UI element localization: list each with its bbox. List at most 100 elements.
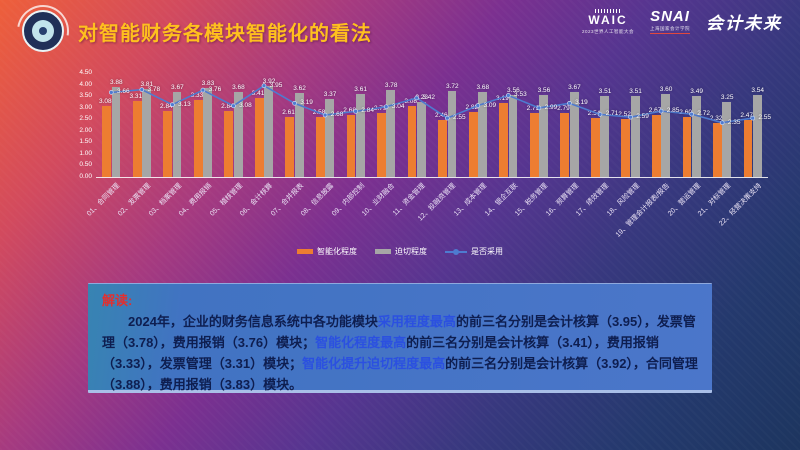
waic-logo: WAIC 2023世界人工智能大会: [581, 8, 634, 34]
bar-迫切程度: [172, 92, 182, 177]
line-marker: [261, 83, 267, 89]
bar-value-label: 3.37: [323, 91, 337, 99]
y-axis-tick: 1.50: [79, 138, 92, 146]
bar-迫切程度: [386, 89, 396, 177]
line-value-label: 3.04: [391, 102, 405, 110]
bar-迫切程度: [203, 88, 212, 177]
interpretation-segment: 的前三名分别是会计核算（3.41），费用报销（3.33），发票管理（3.31）模…: [102, 335, 659, 371]
bar-value-label: 3.67: [568, 84, 581, 92]
waic-bars-icon: [594, 8, 621, 13]
adoption-line: [108, 83, 756, 125]
y-axis-tick: 2.50: [79, 115, 92, 123]
line-marker: [536, 105, 542, 111]
bar-迫切程度: [111, 87, 121, 177]
bar-智能化程度: [743, 119, 753, 177]
bar-value-label: 3.78: [384, 81, 398, 89]
logo-strip: WAIC 2023世界人工智能大会 SNAI 上海国家会计学院 会计未来: [581, 8, 782, 35]
interpretation-segment: 的前三名分别是会计核算（3.95），发票管理（3.78），费用报销（3.76）模…: [102, 314, 696, 350]
interpretation-text: 2024年，企业的财务信息系统中各功能模块采用程度最高的前三名分别是会计核算（3…: [102, 311, 698, 395]
bar-value-label: 3.72: [445, 83, 459, 91]
interpretation-segment: 的前三名分别是会计核算（3.92），合同管理（3.88），费用报销（3.83）模…: [102, 356, 698, 392]
line-value-label: 3.19: [575, 99, 588, 107]
interpretation-label: 解读:: [102, 293, 133, 308]
bar-value-label: 3.56: [507, 86, 520, 94]
interpretation-segment: 智能化提升迫切程度最高: [302, 356, 446, 371]
bar-迫切程度: [661, 93, 671, 177]
line-value-label: 2.55: [758, 114, 772, 122]
bar-迫切程度: [447, 91, 457, 177]
bar-value-label: 2.68: [343, 107, 356, 115]
line-marker: [353, 109, 358, 114]
legend-swatch-icon: [297, 249, 313, 254]
accounting-future-wordmark: 会计未来: [706, 13, 782, 34]
line-value-label: 3.95: [269, 81, 283, 89]
bar-智能化程度: [590, 118, 600, 177]
bar-value-label: 3.25: [720, 93, 734, 101]
bar-迫切程度: [600, 95, 610, 177]
bar-value-label: 3.54: [751, 87, 765, 95]
bar-迫切程度: [355, 93, 365, 177]
bar-value-label: 3.62: [293, 85, 306, 93]
line-marker: [292, 100, 297, 106]
bar-迫切程度: [264, 86, 274, 177]
line-value-label: 2.72: [697, 110, 710, 118]
bar-智能化程度: [651, 115, 661, 177]
snai-red-rule: [650, 32, 690, 35]
interpretation-box: 解读: 2024年，企业的财务信息系统中各功能模块采用程度最高的前三名分别是会计…: [88, 283, 712, 393]
line-value-label: 3.78: [147, 85, 161, 93]
bar-智能化程度: [254, 98, 264, 177]
bar-value-label: 2.54: [587, 110, 601, 118]
bar-迫切程度: [417, 102, 426, 177]
bar-迫切程度: [630, 95, 640, 177]
y-axis-tick: 1.00: [79, 149, 92, 157]
bar-迫切程度: [569, 92, 579, 177]
bar-value-label: 3.41: [251, 90, 265, 98]
bar-迫切程度: [508, 94, 518, 177]
line-marker: [597, 112, 603, 117]
y-axis-tick: 4.50: [79, 69, 92, 76]
line-value-label: 2.84: [361, 107, 374, 115]
bar-智能化程度: [285, 116, 295, 177]
interpretation-segment: 智能化程度最高: [315, 335, 407, 350]
line-marker: [689, 111, 694, 117]
target-icon: [22, 10, 64, 52]
bar-value-label: 3.61: [354, 85, 367, 93]
bar-智能化程度: [682, 116, 692, 177]
chart-legend: 智能化程度 迫切程度 是否采用: [0, 246, 800, 257]
bar-value-label: 3.08: [404, 97, 418, 105]
bar-智能化程度: [499, 103, 509, 177]
bar-value-label: 2.67: [648, 107, 662, 115]
bar-value-label: 3.31: [129, 92, 143, 100]
line-value-label: 2.99: [544, 103, 558, 111]
line-value-label: 2.59: [636, 113, 649, 121]
bar-value-label: 3.92: [262, 78, 276, 86]
bar-迫切程度: [233, 91, 243, 177]
legend-label: 是否采用: [471, 247, 503, 256]
bar-智能化程度: [132, 100, 142, 177]
bar-value-label: 2.61: [282, 108, 295, 116]
bar-value-label: 3.19: [496, 95, 509, 103]
waic-subtitle: 2023世界人工智能大会: [581, 28, 634, 34]
y-axis-tick: 2.00: [79, 126, 92, 134]
bar-智能化程度: [560, 112, 570, 177]
page-title: 对智能财务各模块智能化的看法: [78, 22, 372, 45]
legend-item: 迫切程度: [375, 246, 427, 257]
bar-智能化程度: [438, 120, 447, 177]
bar-value-label: 2.60: [679, 108, 692, 116]
bar-智能化程度: [102, 105, 111, 177]
bar-智能化程度: [346, 115, 356, 177]
bar-迫切程度: [142, 88, 151, 177]
bar-迫切程度: [325, 99, 335, 177]
bar-智能化程度: [163, 111, 173, 177]
line-value-label: 3.13: [178, 100, 191, 108]
bar-智能化程度: [315, 117, 325, 177]
line-marker: [475, 103, 481, 108]
interpretation-segment: 2024年，企业的财务信息系统中各功能模块: [128, 314, 378, 329]
line-value-label: 3.19: [300, 99, 313, 107]
bar-value-label: 2.84: [221, 103, 234, 111]
bar-value-label: 3.33: [190, 92, 204, 100]
line-marker: [658, 108, 664, 114]
bar-value-label: 3.83: [201, 80, 215, 88]
bar-智能化程度: [621, 118, 631, 177]
